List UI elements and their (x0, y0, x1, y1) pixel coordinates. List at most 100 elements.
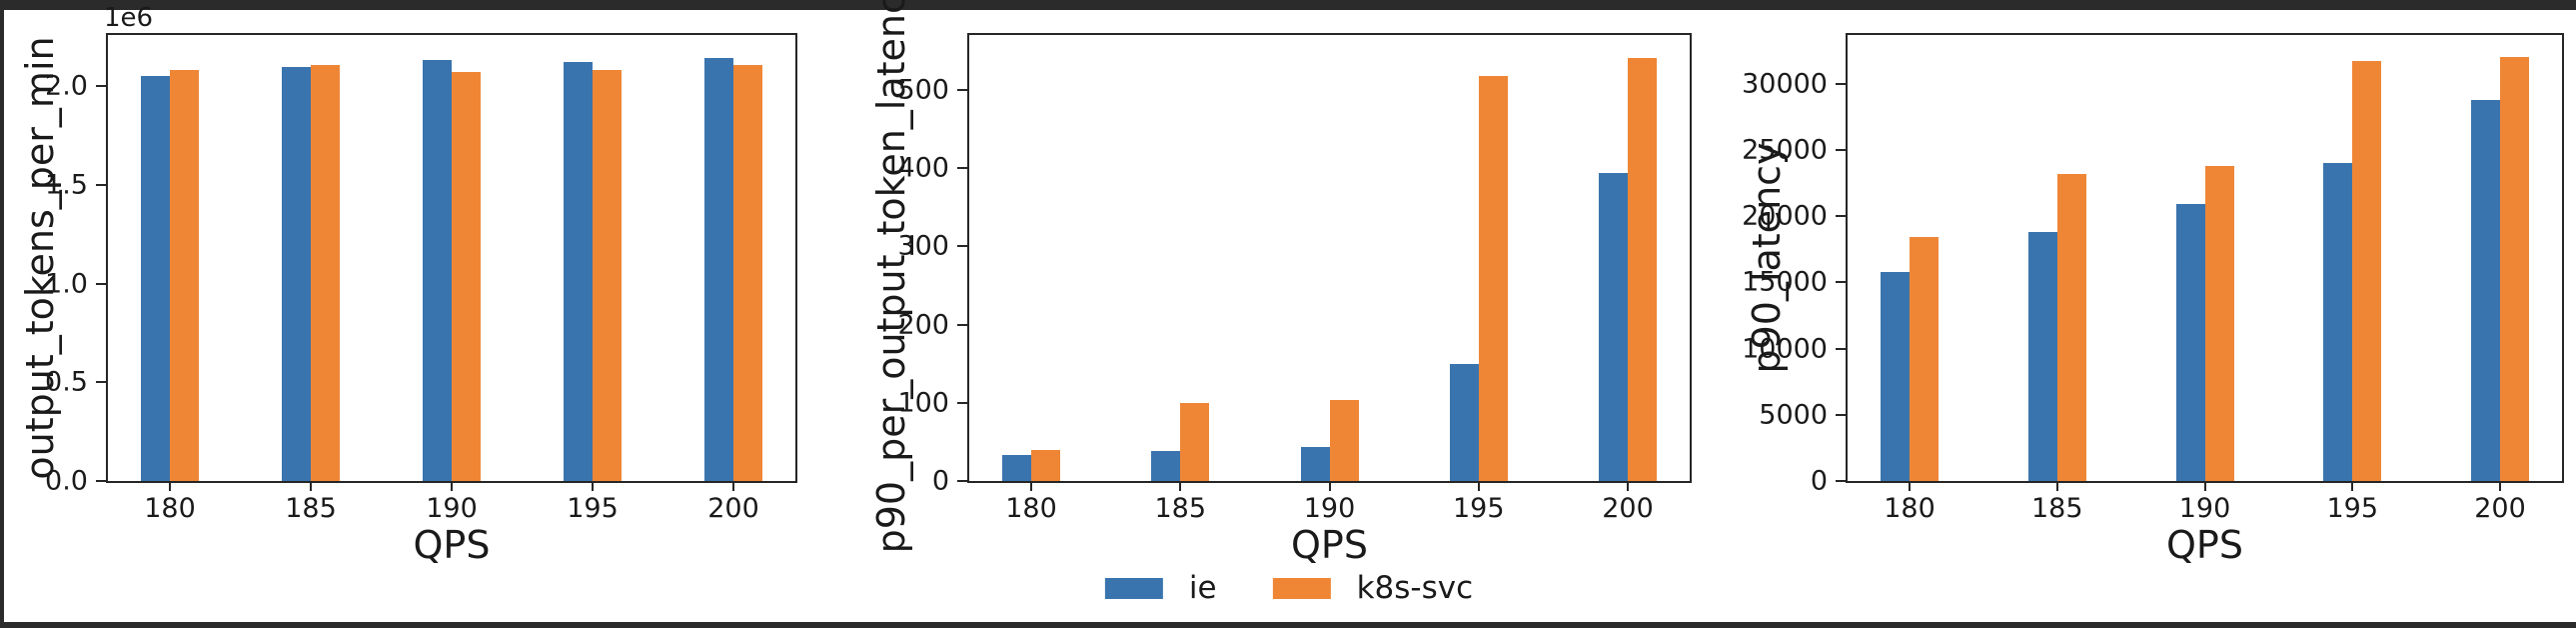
bar-k8s-svc (593, 70, 622, 481)
bar-k8s-svc (452, 72, 481, 481)
legend-entry-ie: ie (1104, 570, 1217, 606)
x-tick-label: 190 (1303, 493, 1356, 524)
x-tick-mark (2055, 481, 2058, 491)
y-tick-label: 1.0 (45, 268, 88, 300)
plot-area (106, 33, 797, 483)
bar-k8s-svc (2056, 174, 2086, 481)
legend-label-ie: ie (1188, 570, 1217, 606)
bar-ie (2175, 204, 2205, 481)
window-frame-top (0, 0, 2576, 10)
x-tick-mark (592, 481, 594, 491)
y-tick-mark (957, 167, 967, 170)
y-tick-label: 0 (931, 465, 949, 497)
bar-k8s-svc (1329, 400, 1359, 481)
y-tick-mark (1836, 215, 1846, 218)
y-tick-label: 100 (897, 387, 949, 419)
x-tick-mark (1179, 481, 1182, 491)
y-tick-label: 500 (897, 74, 949, 106)
x-tick-label: 200 (1602, 493, 1654, 524)
x-tick-mark (1030, 481, 1032, 491)
x-tick-label: 195 (567, 493, 619, 524)
y-tick-mark (96, 282, 106, 285)
x-tick-label: 200 (2474, 493, 2526, 524)
y-tick-label: 200 (897, 309, 949, 340)
y-tick-label: 2.0 (45, 70, 88, 102)
y-tick-mark (96, 480, 106, 482)
x-tick-mark (1627, 481, 1629, 491)
x-tick-mark (1909, 481, 1911, 491)
bar-k8s-svc (1180, 403, 1210, 481)
y-tick-mark (96, 85, 106, 88)
x-axis-label: QPS (2166, 523, 2243, 567)
x-tick-label: 190 (426, 493, 478, 524)
x-tick-mark (2499, 481, 2501, 491)
bar-ie (1151, 451, 1181, 481)
window-frame-bottom (0, 622, 2576, 628)
bar-k8s-svc (311, 65, 340, 481)
bar-ie (2323, 163, 2353, 481)
y-tick-mark (96, 381, 106, 384)
plot-area (967, 33, 1692, 483)
legend-entry-k8s-svc: k8s-svc (1272, 570, 1474, 606)
bar-k8s-svc (2500, 57, 2529, 481)
y-tick-label: 0.0 (45, 465, 88, 497)
y-tick-mark (1836, 82, 1846, 85)
y-tick-label: 1.5 (45, 169, 88, 201)
bar-ie (1881, 272, 1910, 481)
y-tick-label: 5000 (1759, 399, 1828, 431)
y-tick-label: 20000 (1742, 200, 1828, 232)
x-tick-label: 180 (1005, 493, 1057, 524)
y-tick-mark (1836, 413, 1846, 416)
bar-k8s-svc (1628, 58, 1657, 481)
y-tick-label: 300 (897, 230, 949, 262)
y-tick-mark (957, 480, 967, 482)
bar-k8s-svc (1031, 450, 1060, 481)
bar-ie (282, 67, 311, 481)
bar-ie (1449, 364, 1479, 481)
y-tick-label: 30000 (1742, 68, 1828, 100)
x-tick-label: 195 (1452, 493, 1505, 524)
y-axis-label: output_tokens_per_min (18, 36, 62, 480)
y-tick-label: 0 (1810, 465, 1828, 497)
x-tick-label: 185 (1154, 493, 1207, 524)
x-tick-mark (1328, 481, 1331, 491)
plot-area (1846, 33, 2564, 483)
y-tick-label: 0.5 (45, 366, 88, 398)
y-tick-mark (96, 183, 106, 186)
legend-swatch-ie (1104, 577, 1163, 599)
y-tick-label: 400 (897, 152, 949, 184)
x-tick-label: 195 (2326, 493, 2379, 524)
y-tick-mark (957, 88, 967, 91)
legend-label-k8s-svc: k8s-svc (1356, 570, 1474, 606)
bar-k8s-svc (1478, 76, 1508, 481)
x-tick-label: 185 (285, 493, 337, 524)
x-axis-label: QPS (413, 523, 491, 567)
y-tick-mark (1836, 149, 1846, 152)
bar-k8s-svc (170, 70, 199, 481)
x-tick-label: 190 (2178, 493, 2231, 524)
y-tick-mark (1836, 480, 1846, 482)
x-tick-label: 200 (707, 493, 759, 524)
bar-ie (1002, 455, 1031, 481)
bar-k8s-svc (733, 65, 762, 481)
x-tick-mark (169, 481, 171, 491)
x-tick-label: 180 (144, 493, 196, 524)
y-tick-label: 10000 (1742, 333, 1828, 365)
y-tick-mark (1836, 347, 1846, 350)
legend: ie k8s-svc (1104, 570, 1474, 606)
x-tick-mark (451, 481, 453, 491)
y-axis-label: p90_latency (1745, 142, 1789, 374)
bar-ie (2471, 100, 2500, 481)
y-axis-label: p90_per_output_token_latency (869, 0, 913, 554)
bar-k8s-svc (1910, 237, 1938, 481)
bar-ie (141, 76, 170, 481)
x-tick-label: 185 (2030, 493, 2083, 524)
x-tick-mark (2203, 481, 2206, 491)
y-tick-mark (1836, 281, 1846, 284)
y-tick-label: 15000 (1742, 266, 1828, 298)
y-tick-label: 25000 (1742, 134, 1828, 166)
